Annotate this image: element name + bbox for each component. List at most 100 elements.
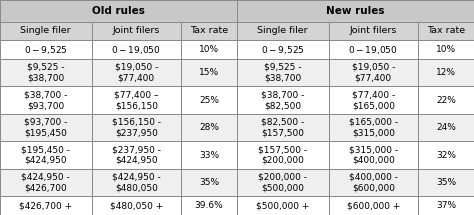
Text: Single filer: Single filer xyxy=(20,26,71,35)
Text: Joint filers: Joint filers xyxy=(113,26,160,35)
Bar xyxy=(0,141,91,169)
Text: 12%: 12% xyxy=(436,68,456,77)
Text: $400,000 -
$600,000: $400,000 - $600,000 xyxy=(349,173,398,192)
Bar xyxy=(181,196,237,215)
Bar xyxy=(0,59,91,86)
Text: $77,400 -
$165,000: $77,400 - $165,000 xyxy=(352,90,395,110)
Bar xyxy=(328,169,418,196)
Text: $0 - $19,050: $0 - $19,050 xyxy=(111,44,161,56)
Text: 35%: 35% xyxy=(199,178,219,187)
Bar xyxy=(237,86,328,114)
Text: $600,000 +: $600,000 + xyxy=(346,201,400,210)
Text: $9,525 -
$38,700: $9,525 - $38,700 xyxy=(264,63,301,83)
Bar xyxy=(181,59,237,86)
Bar xyxy=(91,59,181,86)
Bar xyxy=(0,40,91,59)
Bar xyxy=(237,196,328,215)
Text: $480,050 +: $480,050 + xyxy=(109,201,163,210)
Text: $0 - $9,525: $0 - $9,525 xyxy=(261,44,305,56)
Bar xyxy=(181,169,237,196)
Text: $38,700 -
$82,500: $38,700 - $82,500 xyxy=(261,90,304,110)
Text: Tax rate: Tax rate xyxy=(427,26,465,35)
Text: $0 - $19,050: $0 - $19,050 xyxy=(348,44,398,56)
Text: $200,000 -
$500,000: $200,000 - $500,000 xyxy=(258,173,307,192)
Bar xyxy=(237,22,328,40)
Text: $0 - $9,525: $0 - $9,525 xyxy=(24,44,68,56)
Text: $426,700 +: $426,700 + xyxy=(19,201,73,210)
Text: 10%: 10% xyxy=(199,45,219,54)
Bar xyxy=(418,169,474,196)
Text: $19,050 -
$77,400: $19,050 - $77,400 xyxy=(115,63,158,83)
Bar xyxy=(237,59,328,86)
Bar xyxy=(328,22,418,40)
Text: $195,450 -
$424,950: $195,450 - $424,950 xyxy=(21,145,70,165)
Text: $156,150 -
$237,950: $156,150 - $237,950 xyxy=(112,118,161,138)
Text: Joint filers: Joint filers xyxy=(350,26,397,35)
Text: 33%: 33% xyxy=(199,151,219,160)
Bar xyxy=(0,22,91,40)
Bar xyxy=(181,86,237,114)
Text: 39.6%: 39.6% xyxy=(195,201,223,210)
Text: $237,950 -
$424,950: $237,950 - $424,950 xyxy=(112,145,161,165)
Bar xyxy=(0,86,91,114)
Bar xyxy=(0,196,91,215)
Bar xyxy=(418,196,474,215)
Text: Single filer: Single filer xyxy=(257,26,308,35)
Text: 35%: 35% xyxy=(436,178,456,187)
Bar xyxy=(328,86,418,114)
Text: $38,700 -
$93,700: $38,700 - $93,700 xyxy=(24,90,67,110)
Text: $77,400 –
$156,150: $77,400 – $156,150 xyxy=(114,90,158,110)
Bar xyxy=(0,114,91,141)
Text: $157,500 -
$200,000: $157,500 - $200,000 xyxy=(258,145,307,165)
Bar xyxy=(237,141,328,169)
Bar xyxy=(181,22,237,40)
Bar xyxy=(418,114,474,141)
Text: Old rules: Old rules xyxy=(92,6,145,16)
Bar xyxy=(237,0,474,22)
Text: Tax rate: Tax rate xyxy=(190,26,228,35)
Bar xyxy=(328,196,418,215)
Bar xyxy=(91,40,181,59)
Bar xyxy=(181,114,237,141)
Bar xyxy=(328,114,418,141)
Bar xyxy=(0,0,237,22)
Text: $500,000 +: $500,000 + xyxy=(256,201,310,210)
Text: 22%: 22% xyxy=(436,96,456,105)
Text: $424,950 -
$426,700: $424,950 - $426,700 xyxy=(21,173,70,192)
Bar xyxy=(91,196,181,215)
Bar xyxy=(418,22,474,40)
Bar xyxy=(91,86,181,114)
Text: New rules: New rules xyxy=(326,6,385,16)
Bar xyxy=(328,59,418,86)
Text: $82,500 -
$157,500: $82,500 - $157,500 xyxy=(261,118,304,138)
Bar xyxy=(418,86,474,114)
Bar xyxy=(237,40,328,59)
Text: $424,950 -
$480,050: $424,950 - $480,050 xyxy=(112,173,161,192)
Bar xyxy=(91,22,181,40)
Text: $165,000 -
$315,000: $165,000 - $315,000 xyxy=(349,118,398,138)
Bar xyxy=(418,141,474,169)
Bar xyxy=(91,141,181,169)
Text: $315,000 -
$400,000: $315,000 - $400,000 xyxy=(349,145,398,165)
Bar xyxy=(237,114,328,141)
Text: $19,050 -
$77,400: $19,050 - $77,400 xyxy=(352,63,395,83)
Bar xyxy=(91,114,181,141)
Bar xyxy=(328,40,418,59)
Text: 25%: 25% xyxy=(199,96,219,105)
Bar xyxy=(181,141,237,169)
Text: 10%: 10% xyxy=(436,45,456,54)
Bar xyxy=(237,169,328,196)
Text: 32%: 32% xyxy=(436,151,456,160)
Bar xyxy=(418,59,474,86)
Text: 24%: 24% xyxy=(436,123,456,132)
Text: 15%: 15% xyxy=(199,68,219,77)
Text: 28%: 28% xyxy=(199,123,219,132)
Text: $9,525 -
$38,700: $9,525 - $38,700 xyxy=(27,63,64,83)
Text: 37%: 37% xyxy=(436,201,456,210)
Bar xyxy=(0,169,91,196)
Bar xyxy=(91,169,181,196)
Bar xyxy=(181,40,237,59)
Bar xyxy=(328,141,418,169)
Bar xyxy=(418,40,474,59)
Text: $93,700 -
$195,450: $93,700 - $195,450 xyxy=(24,118,67,138)
